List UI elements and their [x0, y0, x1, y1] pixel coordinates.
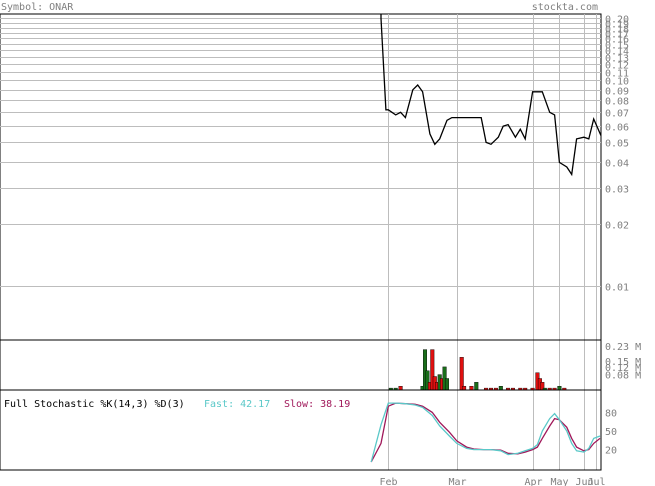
price-tick-label: 0.11 — [605, 69, 629, 80]
volume-axis: 0.23 M 0.15 M0.12 M0.08 M — [605, 342, 641, 382]
x-tick-label: Jun — [575, 477, 593, 486]
stochastic-axis: 80 50 20 — [605, 408, 617, 456]
price-tick-label: 0.15 — [605, 41, 629, 52]
volume-bar — [469, 386, 474, 391]
volume-tick-label: 0.12 M — [605, 363, 641, 374]
price-tick-label: 0.13 — [605, 54, 629, 65]
volume-bar — [398, 386, 403, 391]
price-tick-label: 0.18 — [605, 25, 629, 36]
stochastic-tick-label: 50 — [605, 427, 617, 438]
slow-label: Slow: 38.19 — [284, 399, 350, 410]
volume-bar — [498, 386, 503, 391]
volume-tick-label: 0.23 M — [605, 342, 641, 353]
price-tick-label: 0.01 — [605, 283, 629, 294]
x-tick-label: May — [550, 477, 568, 486]
volume-tick-label: 0.15 M — [605, 357, 641, 368]
price-tick-label: 0.05 — [605, 139, 629, 150]
volume-tick-label: 0.08 M — [605, 371, 641, 382]
x-tick-label: Mar — [448, 477, 466, 486]
price-tick-label: 0.16 — [605, 35, 629, 46]
volume-bar — [557, 386, 562, 391]
price-tick-label: 0.20 — [605, 15, 629, 26]
volume-bar — [462, 386, 467, 391]
fast-label: Fast: 42.17 — [204, 399, 270, 410]
price-tick-label: 0.07 — [605, 109, 629, 120]
x-tick-label: Apr — [524, 477, 542, 486]
stochastic-title: Full Stochastic %K(14,3) %D(3) — [4, 399, 185, 410]
volume-bar — [445, 378, 450, 391]
volume-bar — [459, 357, 464, 391]
x-tick-label: Jul — [587, 477, 605, 486]
site-label: stockta.com — [532, 2, 598, 13]
volume-frame — [0, 339, 602, 391]
stochastic-tick-label: 20 — [605, 446, 617, 457]
price-tick-label: 0.14 — [605, 47, 629, 58]
price-tick-label: 0.02 — [605, 221, 629, 232]
price-tick-label: 0.10 — [605, 77, 629, 88]
price-axis: 0.200.190.180.170.160.150.140.130.120.11… — [605, 15, 629, 294]
price-panel: 0.200.190.180.170.160.150.140.130.120.11… — [0, 13, 629, 470]
fast-line — [370, 402, 601, 463]
volume-panel: 0.23 M 0.15 M0.12 M0.08 M — [0, 339, 641, 391]
price-tick-label: 0.19 — [605, 20, 629, 31]
price-tick-label: 0.12 — [605, 61, 629, 72]
volume-bar — [474, 382, 479, 391]
price-tick-label: 0.04 — [605, 159, 629, 170]
price-tick-label: 0.09 — [605, 87, 629, 98]
price-line — [380, 14, 602, 177]
price-tick-label: 0.08 — [605, 97, 629, 108]
price-grid — [0, 14, 601, 470]
stochastic-panel: Full Stochastic %K(14,3) %D(3) Fast: 42.… — [0, 389, 617, 471]
price-tick-label: 0.17 — [605, 30, 629, 41]
symbol-label: Symbol: ONAR — [1, 2, 74, 13]
price-frame — [0, 13, 602, 341]
slow-line — [370, 402, 601, 463]
price-tick-label: 0.03 — [605, 185, 629, 196]
volume-bars — [388, 349, 567, 391]
stochastic-tick-label: 80 — [605, 408, 617, 419]
x-tick-label: Feb — [379, 477, 397, 486]
stochastic-frame — [0, 389, 602, 471]
price-tick-label: 0.06 — [605, 123, 629, 134]
